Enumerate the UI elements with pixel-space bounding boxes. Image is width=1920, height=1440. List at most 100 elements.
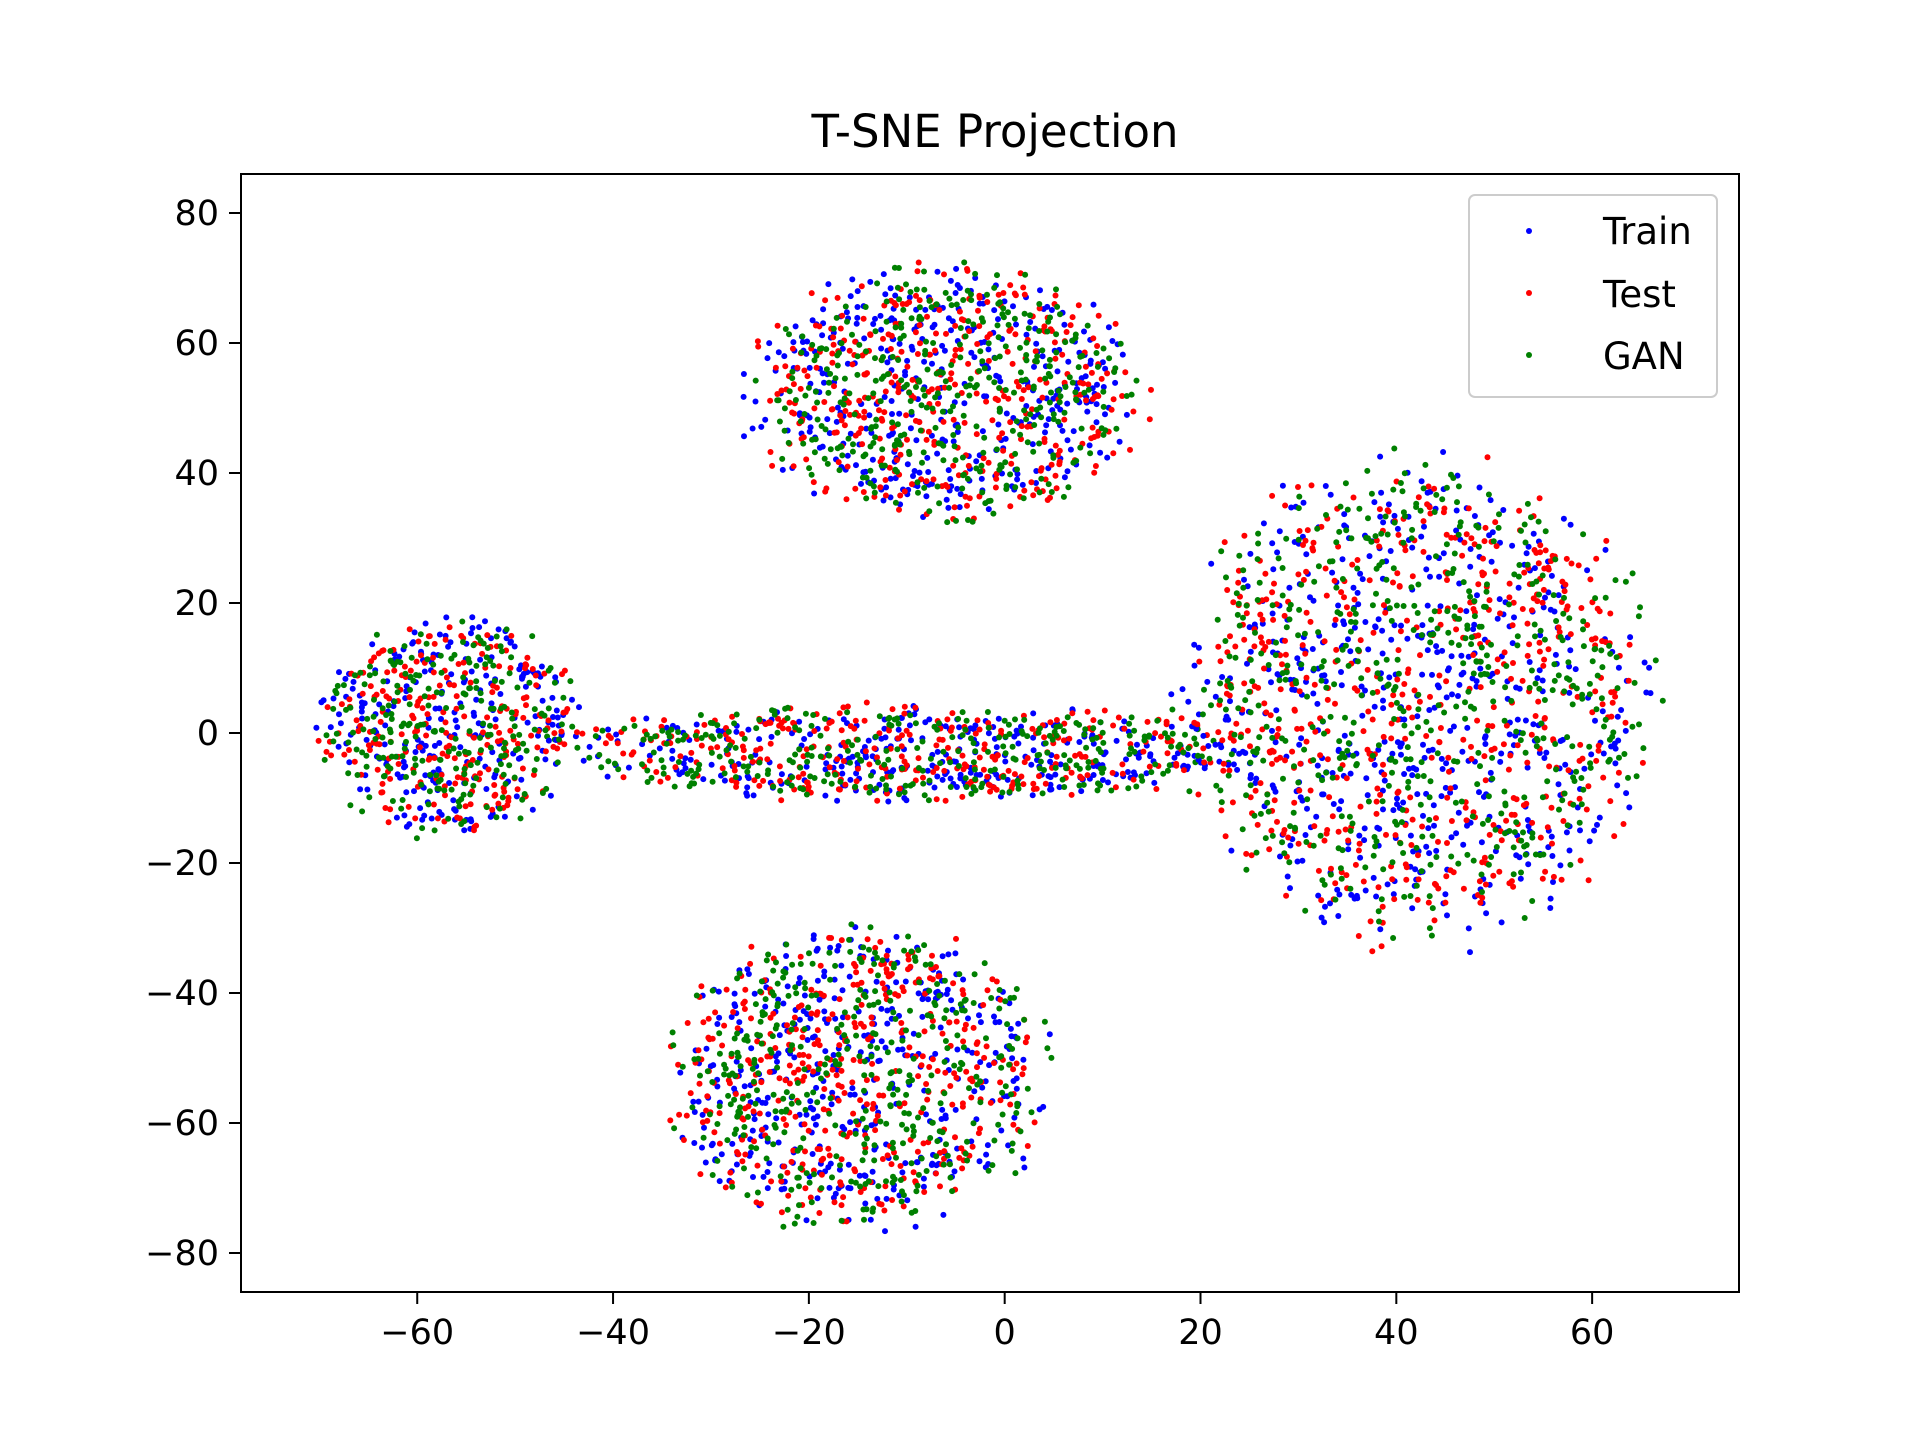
scatter-point — [1039, 394, 1046, 401]
scatter-point — [792, 1113, 799, 1120]
scatter-point — [487, 744, 494, 751]
scatter-point — [1488, 747, 1495, 753]
scatter-point — [1427, 573, 1433, 580]
scatter-point — [1309, 724, 1316, 731]
scatter-point — [1567, 861, 1574, 868]
scatter-point — [1291, 707, 1298, 714]
scatter-point — [333, 690, 340, 697]
scatter-point — [1014, 476, 1021, 483]
scatter-point — [1550, 879, 1556, 885]
scatter-point — [947, 784, 954, 790]
scatter-point — [837, 325, 844, 332]
scatter-point — [1556, 629, 1563, 635]
scatter-point — [932, 1050, 939, 1057]
scatter-point — [1091, 434, 1098, 440]
scatter-point — [934, 450, 941, 457]
scatter-point — [1048, 461, 1055, 468]
scatter-point — [424, 711, 431, 718]
scatter-point — [930, 476, 937, 483]
scatter-point — [1578, 801, 1585, 808]
scatter-point — [1321, 672, 1328, 679]
scatter-point — [1248, 852, 1255, 859]
scatter-point — [327, 724, 334, 731]
scatter-point — [858, 979, 865, 986]
scatter-point — [788, 782, 795, 789]
scatter-point — [1547, 905, 1554, 911]
scatter-point — [1467, 593, 1474, 600]
scatter-point — [1479, 889, 1485, 895]
scatter-point — [1003, 410, 1010, 417]
scatter-point — [1263, 723, 1270, 730]
scatter-point — [934, 748, 941, 755]
scatter-point — [1548, 572, 1555, 579]
scatter-point — [786, 399, 793, 406]
scatter-point — [1162, 730, 1168, 737]
scatter-point — [1407, 794, 1414, 801]
scatter-point — [1166, 762, 1173, 769]
scatter-point — [1338, 813, 1345, 820]
scatter-point — [1532, 713, 1539, 719]
scatter-point — [1552, 651, 1559, 658]
scatter-point — [959, 709, 966, 716]
scatter-point — [916, 378, 923, 385]
scatter-point — [1518, 527, 1524, 534]
scatter-point — [1505, 766, 1512, 773]
scatter-point — [1378, 489, 1385, 496]
scatter-point — [1027, 312, 1033, 319]
scatter-point — [1522, 851, 1529, 858]
scatter-point — [959, 752, 966, 759]
scatter-point — [1012, 331, 1019, 338]
scatter-point — [341, 751, 348, 758]
scatter-point — [777, 778, 784, 784]
scatter-point — [849, 742, 855, 749]
scatter-point — [1397, 705, 1404, 712]
scatter-point — [733, 1058, 740, 1065]
scatter-point — [1603, 537, 1610, 544]
scatter-point — [373, 691, 380, 698]
scatter-point — [955, 763, 962, 769]
scatter-point — [754, 773, 761, 779]
scatter-point — [1496, 868, 1503, 875]
scatter-point — [957, 346, 964, 353]
scatter-point — [966, 382, 973, 389]
scatter-point — [715, 988, 722, 995]
scatter-point — [985, 720, 992, 726]
scatter-point — [907, 289, 914, 295]
scatter-point — [1228, 751, 1235, 758]
scatter-point — [1489, 775, 1496, 782]
scatter-point — [1024, 755, 1031, 761]
scatter-point — [1574, 804, 1581, 811]
scatter-point — [1592, 645, 1599, 652]
scatter-point — [1077, 353, 1084, 360]
scatter-point — [810, 1106, 817, 1113]
scatter-point — [1443, 531, 1450, 538]
scatter-point — [1090, 717, 1097, 724]
scatter-point — [901, 703, 908, 710]
scatter-point — [1433, 491, 1440, 498]
scatter-point — [1225, 772, 1232, 779]
scatter-point — [1046, 732, 1053, 739]
scatter-point — [1416, 698, 1423, 705]
scatter-point — [965, 1015, 971, 1022]
scatter-point — [990, 510, 997, 517]
scatter-points — [313, 259, 1666, 1235]
scatter-point — [493, 814, 500, 821]
scatter-point — [513, 793, 520, 800]
scatter-point — [1442, 891, 1449, 898]
scatter-point — [1009, 360, 1016, 367]
scatter-point — [852, 432, 859, 439]
scatter-point — [863, 754, 869, 761]
scatter-point — [705, 1015, 712, 1022]
scatter-point — [1005, 309, 1011, 316]
scatter-point — [1261, 700, 1268, 707]
scatter-point — [963, 784, 970, 790]
scatter-point — [1115, 714, 1122, 721]
scatter-point — [926, 297, 933, 304]
scatter-point — [1031, 422, 1038, 428]
scatter-point — [1332, 616, 1339, 623]
scatter-point — [643, 715, 650, 722]
scatter-point — [469, 614, 476, 621]
scatter-point — [834, 404, 841, 411]
scatter-point — [979, 489, 986, 496]
scatter-point — [1513, 728, 1520, 735]
